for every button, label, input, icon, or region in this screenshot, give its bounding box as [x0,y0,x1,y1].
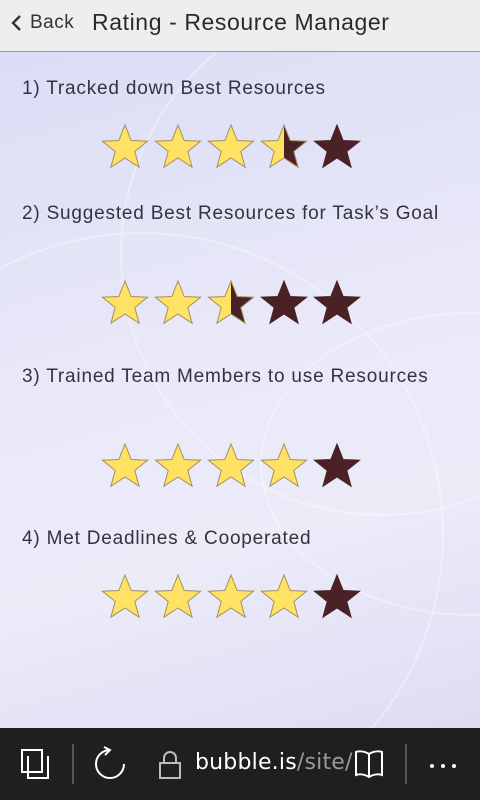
rating-content: 1) Tracked down Best Resources 2) Sugges… [0,52,480,728]
reading-view-icon [355,750,383,779]
url-host: bubble.is [195,750,297,775]
divider [72,744,74,784]
star-filled-icon[interactable] [100,122,150,172]
star-filled-icon[interactable] [153,572,203,622]
star-filled-icon[interactable] [206,122,256,172]
star-empty-icon[interactable] [312,441,362,491]
star-filled-icon[interactable] [153,122,203,172]
refresh-button[interactable] [92,746,128,787]
back-button[interactable]: Back [10,10,74,36]
rating-question-2: 2) Suggested Best Resources for Task’s G… [22,203,440,224]
star-filled-icon[interactable] [100,278,150,328]
back-label: Back [30,12,75,33]
rating-question-1: 1) Tracked down Best Resources [22,78,326,99]
star-filled-icon[interactable] [206,441,256,491]
star-filled-icon[interactable] [153,278,203,328]
address-bar[interactable]: bubble.is/site/ [195,750,353,775]
star-filled-icon[interactable] [100,441,150,491]
tabs-button[interactable] [20,748,52,785]
star-filled-icon[interactable] [100,572,150,622]
star-filled-icon[interactable] [259,441,309,491]
star-filled-icon[interactable] [259,572,309,622]
chevron-left-icon [11,15,21,31]
more-icon [430,764,456,768]
star-filled-icon[interactable] [206,572,256,622]
star-rating-3[interactable] [100,441,365,491]
url-path: /site/ [296,750,353,775]
page-title: Rating - Resource Manager [92,9,390,35]
star-filled-icon[interactable] [153,441,203,491]
star-empty-icon[interactable] [259,278,309,328]
lock-indicator [158,750,182,785]
header-bar: Back Rating - Resource Manager [0,0,480,52]
reading-view-button[interactable] [354,748,384,785]
star-empty-icon[interactable] [312,278,362,328]
browser-bottom-bar: bubble.is/site/ [0,728,480,800]
rating-question-4: 4) Met Deadlines & Cooperated [22,528,312,549]
star-empty-icon[interactable] [312,572,362,622]
star-rating-4[interactable] [100,572,365,622]
star-half-icon[interactable] [259,122,309,172]
star-rating-2[interactable] [100,278,365,328]
tabs-icon [21,749,49,779]
more-button[interactable] [428,758,458,776]
star-half-icon[interactable] [206,278,256,328]
refresh-icon [95,746,125,779]
star-rating-1[interactable] [100,122,365,172]
divider [405,744,407,784]
lock-icon [159,751,181,779]
star-empty-icon[interactable] [312,122,362,172]
rating-question-3: 3) Trained Team Members to use Resources [22,366,429,387]
